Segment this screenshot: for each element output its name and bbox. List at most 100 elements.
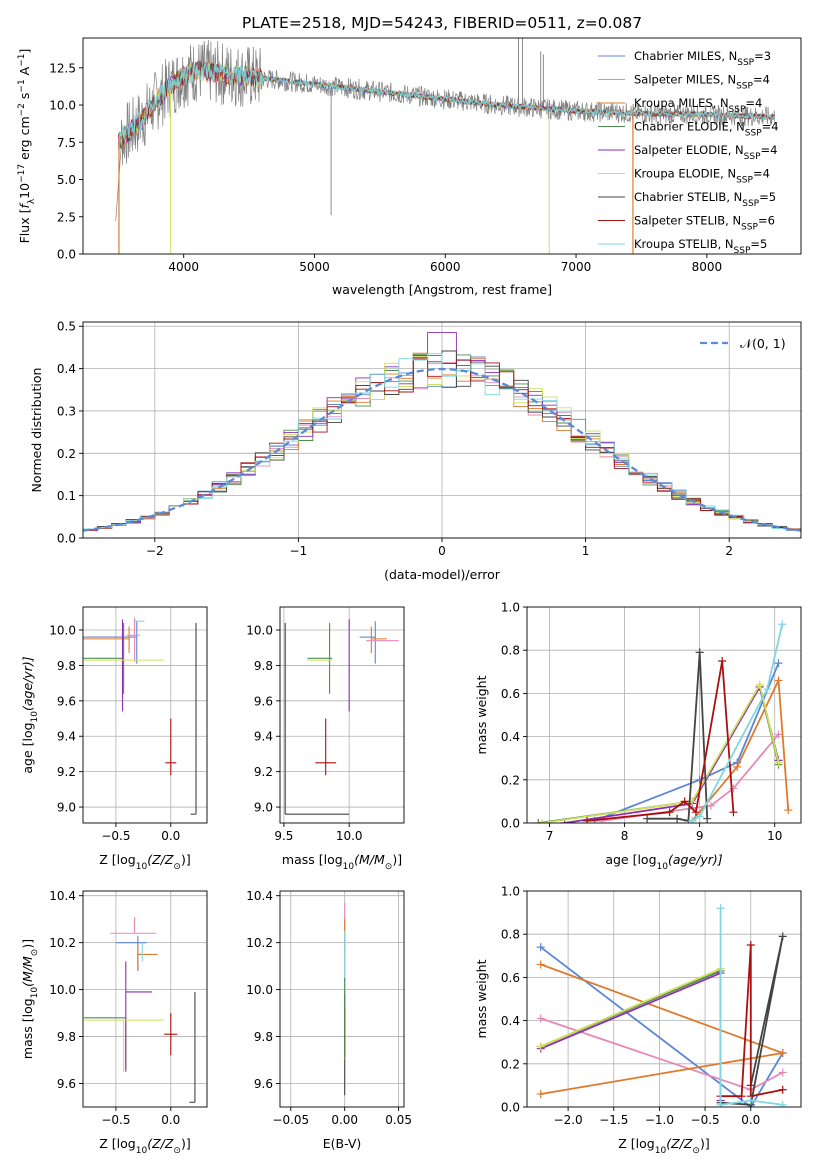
y-tick-label: 0.1 (57, 489, 76, 503)
weight-marker (774, 730, 783, 739)
x-tick-label: −0.5 (691, 1113, 720, 1127)
weight-marker (534, 819, 543, 823)
y-tick-label: 0.3 (57, 404, 76, 418)
axes-frame (526, 890, 802, 1108)
x-tick-label: −0.05 (272, 1113, 309, 1127)
weight-line (691, 624, 784, 822)
weight-marker (778, 1100, 787, 1107)
weight-marker (695, 648, 704, 657)
weight-marker (778, 1085, 787, 1094)
weight-marker (680, 797, 689, 806)
y-tick-label: 0.6 (501, 971, 520, 985)
model-spectrum (117, 61, 775, 148)
error-bar-point (189, 991, 196, 1103)
x-tick-label: 4000 (168, 260, 199, 274)
x-axis-label: Z [log10(Z/Z⊙)] (99, 1136, 190, 1156)
weight_vs_z-plot-area (527, 891, 801, 1107)
age_vs_z-axes: −0.5 0.0 9.0 9.2 9.4 9.6 9.8 10.0 Z [log10(Z/Z⊙)… (20, 606, 208, 872)
x-tick-label: 9 (696, 829, 704, 843)
y-tick-label: 1.0 (501, 601, 520, 615)
y-tick-label: 9.2 (57, 765, 76, 779)
legend: Chabrier MILES, NSSP=3 Salpeter MILES, NS… (598, 49, 779, 256)
weight-series (538, 680, 783, 823)
y-tick-label: 9.8 (254, 659, 273, 673)
error-bar-point (83, 626, 130, 654)
axes-frame (82, 890, 208, 1108)
weight-marker (673, 814, 682, 823)
weight-line (540, 946, 784, 1107)
legend-label: Chabrier ELODIE, NSSP=4 (634, 120, 779, 139)
weight-marker (746, 941, 755, 949)
x-axis-label: (data-model)/error (384, 567, 501, 582)
x-tick-label: 10.0 (336, 829, 363, 843)
y-tick-label: 10.0 (49, 983, 76, 997)
weight-marker (536, 1042, 545, 1051)
y-tick-label: 9.8 (57, 659, 76, 673)
weight-line (541, 682, 780, 823)
x-tick-label: 0 (438, 544, 446, 558)
error-bar-point (370, 626, 388, 654)
weight-marker (688, 816, 697, 823)
weight-marker (729, 808, 738, 817)
y-tick-label: 10.0 (49, 99, 76, 113)
histogram-step (83, 353, 801, 531)
gaussian-curve (83, 367, 801, 532)
residuals-plot-area (83, 322, 801, 538)
weight-line (719, 908, 783, 1106)
x-tick-label: 7000 (561, 260, 592, 274)
weight-series (590, 659, 783, 823)
y-tick-label: 9.8 (57, 1030, 76, 1044)
x-tick-label: −2 (146, 544, 164, 558)
x-axis-label: mass [log10(M/M⊙)] (282, 852, 402, 872)
weight-marker (784, 806, 793, 815)
weight-marker (695, 812, 704, 821)
mass_vs_z-plot-area (83, 891, 207, 1107)
y-tick-label: 0.8 (501, 644, 520, 658)
error-bar-point (359, 621, 376, 664)
weight-marker (536, 1014, 545, 1023)
error-bar-point (315, 718, 337, 776)
y-tick-label: 10.4 (246, 889, 273, 903)
weight-marker (691, 808, 700, 817)
legend-label: Salpeter MILES, NSSP=4 (634, 73, 770, 92)
x-tick-label: 8 (621, 829, 629, 843)
y-tick-label: 10.0 (49, 624, 76, 638)
y-tick-label: 7.5 (57, 136, 76, 150)
spectrum-plot-area (115, 38, 776, 254)
weight-marker (716, 1100, 725, 1107)
y-tick-label: 9.0 (254, 801, 273, 815)
weight-series (536, 960, 787, 1099)
weight-series (688, 620, 787, 823)
y-tick-label: 9.4 (57, 730, 76, 744)
y-tick-label: 10.0 (246, 983, 273, 997)
y-tick-label: 0.4 (501, 1014, 520, 1028)
y-tick-label: 10.0 (246, 624, 273, 638)
x-axis-label: age [log10(age/yr)] (605, 852, 722, 872)
weight-marker (763, 685, 772, 694)
weight-marker (778, 1049, 787, 1057)
x-tick-label: 0.00 (331, 1113, 358, 1127)
y-tick-label: 9.4 (254, 730, 273, 744)
axes-frame (82, 606, 208, 824)
weight-marker (716, 904, 725, 913)
weight-marker (703, 814, 712, 823)
y-axis-label: Normed distribution (29, 368, 44, 493)
legend-label: Salpeter ELODIE, NSSP=4 (634, 143, 777, 162)
x-tick-label: 1 (582, 544, 590, 558)
weight-marker (536, 960, 545, 969)
y-tick-label: 10.2 (246, 936, 273, 950)
weight-marker (718, 657, 727, 665)
x-tick-label: −2.0 (554, 1113, 583, 1127)
error-bar-point (307, 622, 333, 694)
age_vs_mass-axes: 9.5 10.0 9.0 9.2 9.4 9.6 9.8 10.0 mass [log10(M/… (246, 606, 405, 872)
weight_vs_z-axes: −2.0 −1.5 −1.0 −0.5 0.0 0.0 0.2 0.4 0.6 0.8 1.0 Z [… (474, 885, 802, 1156)
weight-marker (746, 1096, 755, 1105)
legend-label: Salpeter STELIB, NSSP=6 (634, 214, 775, 233)
x-tick-label: 0.0 (161, 1113, 180, 1127)
legend-label: Chabrier MILES, NSSP=3 (634, 49, 771, 68)
axes-frame (279, 606, 405, 824)
error-bar-point (83, 621, 138, 664)
error-bar-point (164, 1013, 178, 1056)
y-axis-label: mass [log10(M/M⊙)] (20, 939, 40, 1059)
y-tick-label: 0.0 (501, 1101, 520, 1115)
